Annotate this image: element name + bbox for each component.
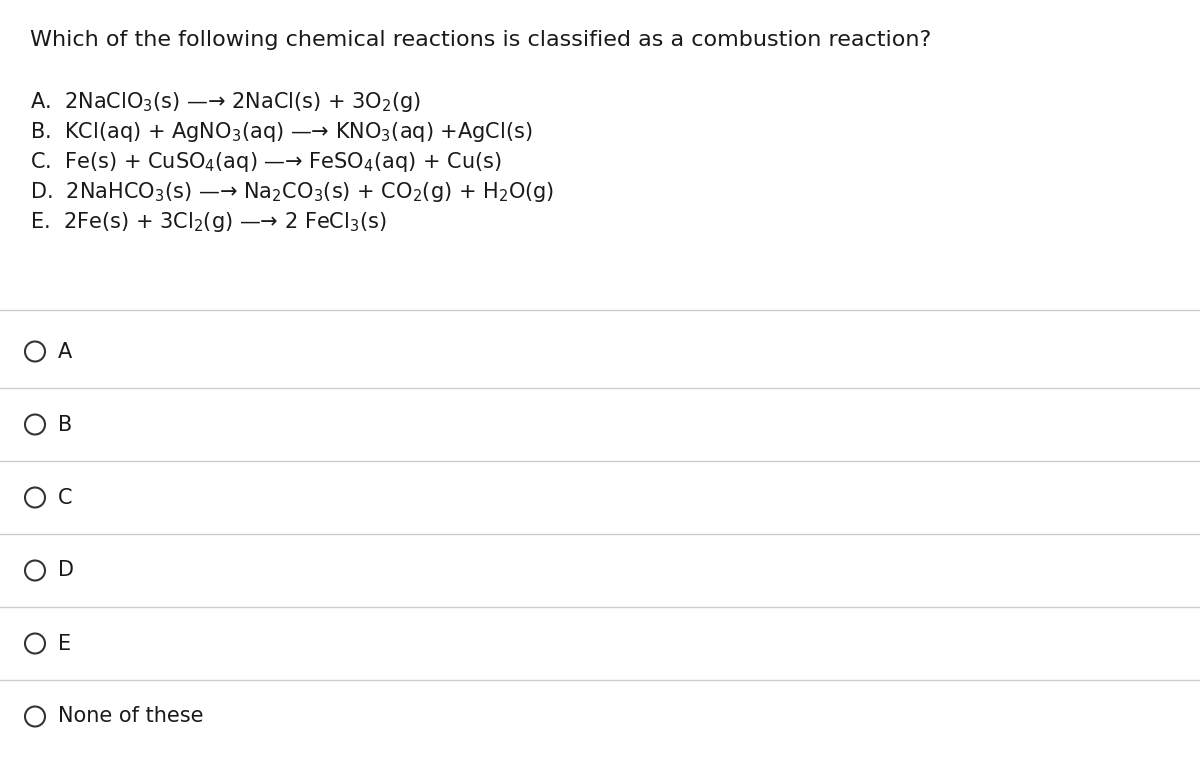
Text: C.  Fe(s) + CuSO$_4$(aq) —→ FeSO$_4$(aq) + Cu(s): C. Fe(s) + CuSO$_4$(aq) —→ FeSO$_4$(aq) … [30, 150, 502, 174]
Text: E.  2Fe(s) + 3Cl$_2$(g) —→ 2 FeCl$_3$(s): E. 2Fe(s) + 3Cl$_2$(g) —→ 2 FeCl$_3$(s) [30, 210, 386, 234]
Text: B.  KCl(aq) + AgNO$_3$(aq) —→ KNO$_3$(aq) +AgCl(s): B. KCl(aq) + AgNO$_3$(aq) —→ KNO$_3$(aq)… [30, 120, 533, 144]
Text: B: B [58, 414, 72, 435]
Text: Which of the following chemical reactions is classified as a combustion reaction: Which of the following chemical reaction… [30, 30, 931, 50]
Text: A.  2NaClO$_3$(s) —→ 2NaCl(s) + 3O$_2$(g): A. 2NaClO$_3$(s) —→ 2NaCl(s) + 3O$_2$(g) [30, 90, 421, 114]
Text: E: E [58, 633, 71, 654]
Text: D: D [58, 561, 74, 580]
Text: A: A [58, 341, 72, 361]
Text: C: C [58, 488, 72, 507]
Text: None of these: None of these [58, 707, 204, 727]
Text: D.  2NaHCO$_3$(s) —→ Na$_2$CO$_3$(s) + CO$_2$(g) + H$_2$O(g): D. 2NaHCO$_3$(s) —→ Na$_2$CO$_3$(s) + CO… [30, 180, 554, 204]
